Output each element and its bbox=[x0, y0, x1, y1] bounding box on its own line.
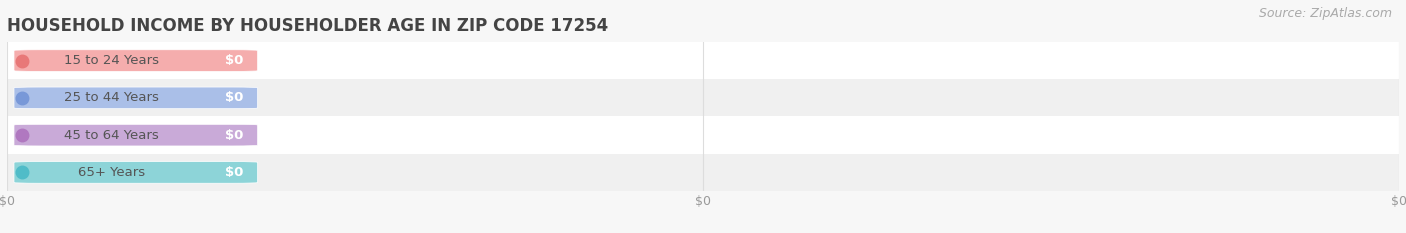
Bar bbox=[7, 116, 1399, 154]
Bar bbox=[7, 79, 1399, 116]
FancyBboxPatch shape bbox=[14, 87, 257, 109]
FancyBboxPatch shape bbox=[14, 162, 257, 183]
Text: 65+ Years: 65+ Years bbox=[77, 166, 145, 179]
Text: 25 to 44 Years: 25 to 44 Years bbox=[65, 91, 159, 104]
FancyBboxPatch shape bbox=[14, 50, 257, 71]
Text: Source: ZipAtlas.com: Source: ZipAtlas.com bbox=[1258, 7, 1392, 20]
Text: $0: $0 bbox=[225, 129, 243, 142]
Text: 45 to 64 Years: 45 to 64 Years bbox=[65, 129, 159, 142]
Text: $0: $0 bbox=[225, 166, 243, 179]
Bar bbox=[7, 154, 1399, 191]
Text: HOUSEHOLD INCOME BY HOUSEHOLDER AGE IN ZIP CODE 17254: HOUSEHOLD INCOME BY HOUSEHOLDER AGE IN Z… bbox=[7, 17, 609, 35]
FancyBboxPatch shape bbox=[14, 124, 257, 146]
Text: $0: $0 bbox=[225, 54, 243, 67]
Bar bbox=[7, 42, 1399, 79]
Text: 15 to 24 Years: 15 to 24 Years bbox=[63, 54, 159, 67]
Text: $0: $0 bbox=[225, 91, 243, 104]
